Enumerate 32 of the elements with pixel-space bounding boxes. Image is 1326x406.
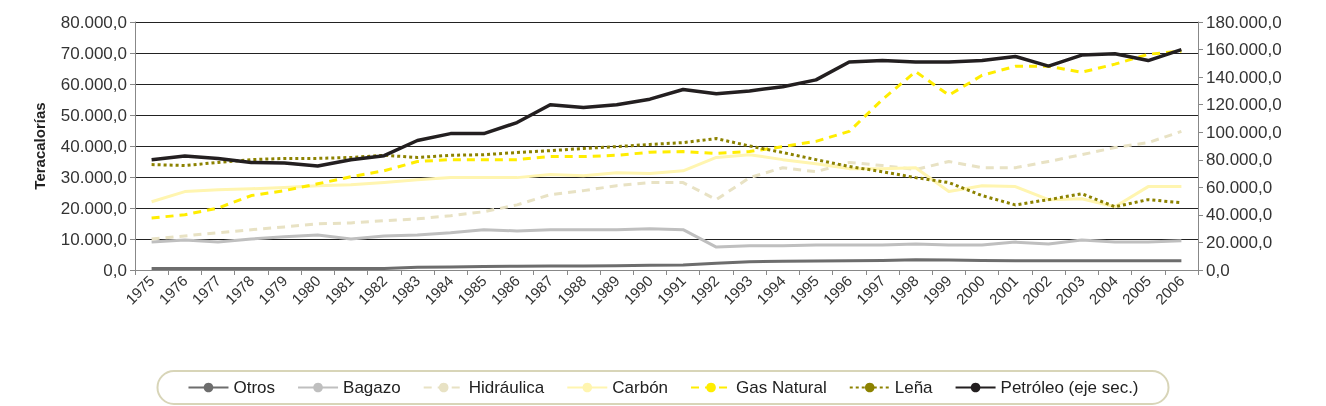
y2-tick-label: 60.000,0 <box>1206 177 1273 197</box>
legend-label: Bagazo <box>343 378 401 397</box>
line-series <box>150 258 1183 270</box>
y2-tick-label: 180.000,0 <box>1206 12 1282 32</box>
y2-tick-label: 40.000,0 <box>1206 205 1273 225</box>
y2-tick-label: 80.000,0 <box>1206 150 1273 170</box>
y-tick-label: 60.000,0 <box>60 74 127 94</box>
legend-label: Hidráulica <box>468 378 545 397</box>
y2-tick-label: 120.000,0 <box>1206 95 1282 115</box>
legend-label: Gas Natural <box>736 378 827 397</box>
y-tick-label: 30.000,0 <box>60 167 127 187</box>
legend-label: Otros <box>233 378 276 397</box>
y-tick-label: 10.000,0 <box>60 229 127 249</box>
y2-tick-label: 0,0 <box>1206 260 1230 280</box>
y2-tick-label: 100.000,0 <box>1206 122 1282 142</box>
legend-label: Leña <box>894 378 934 397</box>
line-series <box>150 227 1183 249</box>
y-axis-title: Teracalorías <box>31 102 48 190</box>
line-series <box>150 49 1183 220</box>
y-tick-label: 70.000,0 <box>60 43 127 63</box>
legend-label: Carbón <box>612 378 669 397</box>
y-tick-label: 50.000,0 <box>60 105 127 125</box>
line-series <box>150 129 1183 241</box>
y2-tick-label: 140.000,0 <box>1206 67 1282 87</box>
y-tick-label: 80.000,0 <box>60 12 127 32</box>
legend-label: Petróleo (eje sec.) <box>1000 378 1139 397</box>
y-tick-label: 20.000,0 <box>60 198 127 218</box>
y2-tick-label: 20.000,0 <box>1206 232 1273 252</box>
y-tick-label: 40.000,0 <box>60 136 127 156</box>
y-tick-label: 0,0 <box>103 260 127 280</box>
y2-tick-label: 160.000,0 <box>1206 40 1282 60</box>
line-series <box>150 153 1183 209</box>
